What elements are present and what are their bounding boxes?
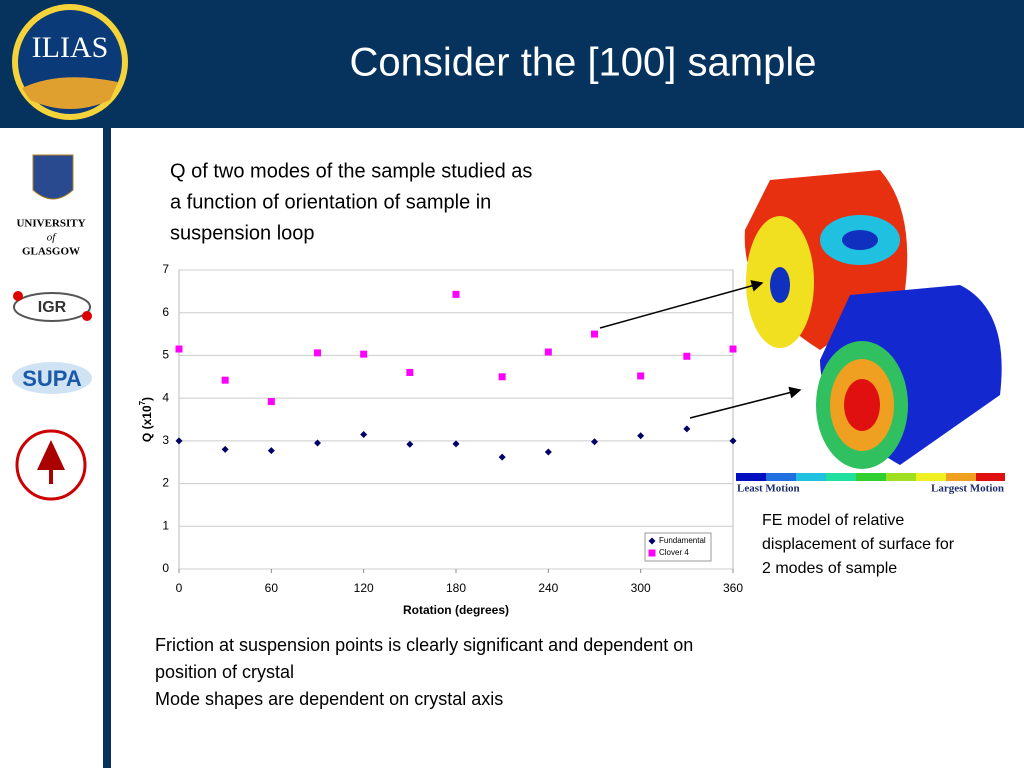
point <box>544 348 552 356</box>
point <box>314 349 321 357</box>
point <box>591 438 598 446</box>
arrow <box>599 280 764 329</box>
y-axis-label-part: ) <box>140 397 154 401</box>
legend-label: Clover 4 <box>659 548 689 557</box>
arrow <box>689 386 802 419</box>
point <box>314 439 321 447</box>
glasgow-text: UNIVERSITY <box>16 218 85 230</box>
y-tick-label: 0 <box>162 561 169 575</box>
igr-text: IGR <box>38 299 67 316</box>
intro-text: a function of orientation of sample in <box>170 191 491 213</box>
point <box>729 345 737 353</box>
fe-patch <box>770 267 790 303</box>
legend-label: Fundamental <box>659 536 706 545</box>
colorbar-label: Largest Motion <box>931 483 1004 495</box>
glasgow-text: GLASGOW <box>22 246 80 258</box>
note: position of crystal <box>155 662 294 682</box>
point <box>683 425 691 433</box>
point <box>221 376 229 384</box>
point <box>544 448 552 456</box>
y-tick-label: 2 <box>162 476 169 490</box>
y-tick-label: 1 <box>162 518 169 532</box>
note: Friction at suspension points is clearly… <box>155 635 693 655</box>
fe-caption: FE model of relative <box>762 512 904 529</box>
x-tick-label: 360 <box>723 581 743 595</box>
supa-logo <box>12 362 92 394</box>
y-axis-label: Q (x107) <box>138 397 154 442</box>
point <box>175 437 183 445</box>
fe-patch <box>842 230 878 250</box>
y-axis-label-part: Q (x10 <box>140 405 154 442</box>
supa-text: SUPA <box>22 366 82 391</box>
logo-text: ILIAS <box>32 31 109 64</box>
igr-dot <box>82 311 92 321</box>
fe-model-2 <box>816 285 1002 469</box>
point <box>360 350 368 358</box>
chart: 0 1 2 3 4 5 6 7 0 60 120 180 240 300 360 Rotation (degr… <box>138 262 743 617</box>
point <box>406 440 414 448</box>
y-tick-label: 3 <box>162 433 169 447</box>
x-tick-label: 240 <box>538 581 558 595</box>
point <box>637 432 645 440</box>
x-tick-label: 180 <box>446 581 466 595</box>
title: Consider the [100] sample <box>350 41 817 85</box>
x-axis-label: Rotation (degrees) <box>403 603 509 617</box>
plot-area <box>178 269 734 570</box>
point <box>221 445 229 453</box>
igr-dot <box>13 291 23 301</box>
point <box>498 453 506 461</box>
x-tick-label: 0 <box>176 581 183 595</box>
y-tick-label: 4 <box>162 390 169 404</box>
point <box>591 330 598 338</box>
glasgow-text: of <box>47 232 58 244</box>
igr-logo <box>13 292 91 322</box>
intro-text: suspension loop <box>170 222 315 244</box>
fe-caption: displacement of surface for <box>762 536 955 553</box>
fe-patch <box>844 379 880 431</box>
point <box>406 369 414 377</box>
colorbar-label: Least Motion <box>737 483 800 495</box>
header-band <box>0 0 1024 128</box>
point <box>267 447 275 455</box>
y-tick-label: 6 <box>162 305 169 319</box>
glasgow-crest <box>32 154 74 200</box>
fe-caption: 2 modes of sample <box>762 560 897 577</box>
logo-hills <box>22 77 118 109</box>
legend <box>644 532 712 562</box>
legend-swatch <box>648 537 656 545</box>
point <box>452 440 460 448</box>
x-tick-label: 60 <box>265 581 279 595</box>
point <box>267 398 275 406</box>
point <box>498 373 506 381</box>
point <box>175 345 183 353</box>
intro-text: Q of two modes of the sample studied as <box>170 160 532 182</box>
colorbar <box>736 473 1005 481</box>
note: Mode shapes are dependent on crystal axi… <box>155 689 503 709</box>
legend-swatch <box>648 549 656 557</box>
y-tick-label: 7 <box>162 262 169 276</box>
stanford-tree <box>37 440 65 484</box>
point <box>637 372 645 380</box>
point <box>683 352 691 360</box>
x-tick-label: 120 <box>354 581 374 595</box>
point <box>729 437 737 445</box>
point <box>360 430 368 438</box>
y-tick-label: 5 <box>162 348 169 362</box>
x-tick-label: 300 <box>631 581 651 595</box>
side-bar <box>103 128 111 768</box>
y-axis-label-part: 7 <box>138 400 147 405</box>
point <box>452 290 460 298</box>
